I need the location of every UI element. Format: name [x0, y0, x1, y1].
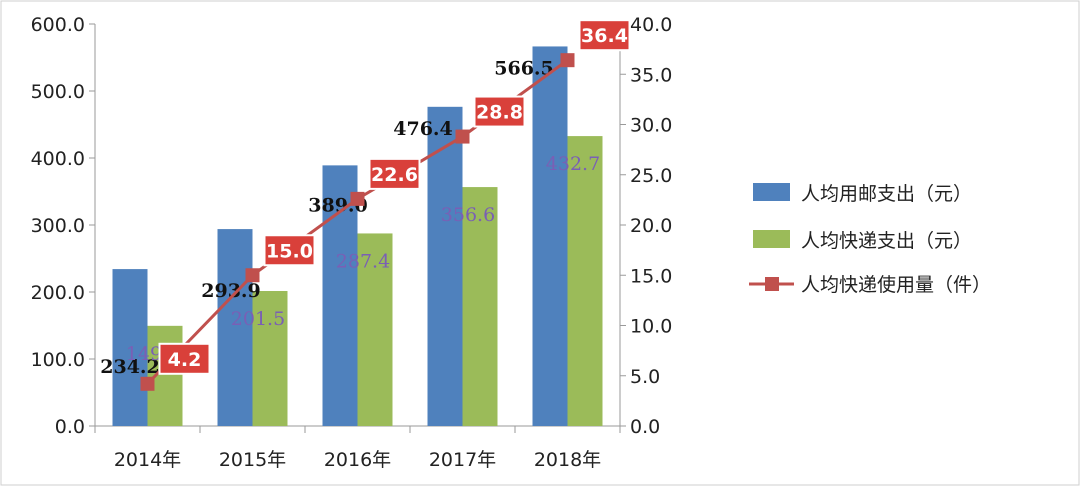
- y-right-tick-label: 35.0: [630, 64, 672, 86]
- line-label-box: [263, 234, 316, 267]
- legend-label-line: 人均快递使用量（件）: [801, 274, 991, 296]
- x-tick-label: 2018年: [534, 449, 601, 471]
- bar-green-label: 432.7: [546, 153, 600, 175]
- line-value-label: 22.6: [371, 164, 418, 186]
- bar-blue: [427, 106, 463, 426]
- y-right-tick-label: 40.0: [630, 14, 672, 36]
- y-left-tick-label: 600.0: [31, 14, 85, 36]
- y-left-tick-label: 0.0: [55, 416, 85, 438]
- x-tick-label: 2017年: [429, 449, 496, 471]
- bar-green-label: 287.4: [336, 250, 390, 272]
- legend-swatch-green: [753, 230, 790, 248]
- bar-blue: [322, 165, 358, 426]
- line-label-box: [158, 342, 211, 375]
- bar-blue-label: 234.2: [100, 356, 160, 378]
- bar-green: [252, 290, 288, 426]
- y-left-tick-label: 300.0: [31, 215, 85, 237]
- y-right-tick-label: 0.0: [630, 416, 660, 438]
- line-value-label: 36.4: [581, 25, 628, 47]
- line-value-label: 4.2: [168, 349, 202, 371]
- line-value-label: 15.0: [266, 240, 313, 262]
- bar-blue: [532, 46, 568, 426]
- y-right-tick-label: 25.0: [630, 165, 672, 187]
- y-left-tick-label: 400.0: [31, 148, 85, 170]
- legend-label-blue: 人均用邮支出（元）: [801, 183, 972, 205]
- line-point-marker: [350, 191, 365, 206]
- x-tick-label: 2016年: [324, 449, 391, 471]
- y-left-tick-label: 500.0: [31, 81, 85, 103]
- line-point-marker: [455, 129, 470, 144]
- bar-blue: [112, 269, 148, 426]
- line-label-box: [473, 95, 526, 128]
- legend-swatch-blue: [753, 183, 790, 201]
- bar-green: [357, 233, 393, 426]
- y-left-tick-label: 100.0: [31, 349, 85, 371]
- bar-blue-label: 566.5: [494, 57, 554, 79]
- y-right-tick-label: 30.0: [630, 115, 672, 137]
- plot-area: 0.0 100.0 200.0 300.0 400.0 500.0 600.0 0.0 5.0 1…: [31, 14, 673, 471]
- line-label-box: [578, 19, 631, 52]
- bar-green-label: 356.6: [441, 204, 495, 226]
- x-tick-label: 2014年: [114, 449, 181, 471]
- bar-green: [567, 136, 603, 426]
- y-right-tick-label: 5.0: [630, 366, 660, 388]
- bar-green: [462, 187, 498, 426]
- bar-green-label: 201.5: [231, 308, 285, 330]
- y-right-tick-label: 20.0: [630, 215, 672, 237]
- y-left-tick-label: 200.0: [31, 282, 85, 304]
- line-label-box: [368, 157, 421, 190]
- bar-blue: [217, 229, 253, 426]
- bar-blue-label: 476.4: [393, 118, 453, 140]
- legend: 人均用邮支出（元） 人均快递支出（元） 人均快递使用量（件）: [749, 183, 991, 296]
- legend-label-green: 人均快递支出（元）: [801, 230, 972, 252]
- line-point-marker: [245, 268, 260, 283]
- line-value-label: 28.8: [476, 102, 523, 124]
- y-right-tick-label: 15.0: [630, 265, 672, 287]
- legend-line-marker: [765, 277, 779, 291]
- x-tick-label: 2015年: [219, 449, 286, 471]
- y-right-tick-label: 10.0: [630, 316, 672, 338]
- line-point-marker: [140, 376, 155, 391]
- line-point-marker: [560, 53, 575, 68]
- bar-blue-label: 293.9: [201, 280, 261, 302]
